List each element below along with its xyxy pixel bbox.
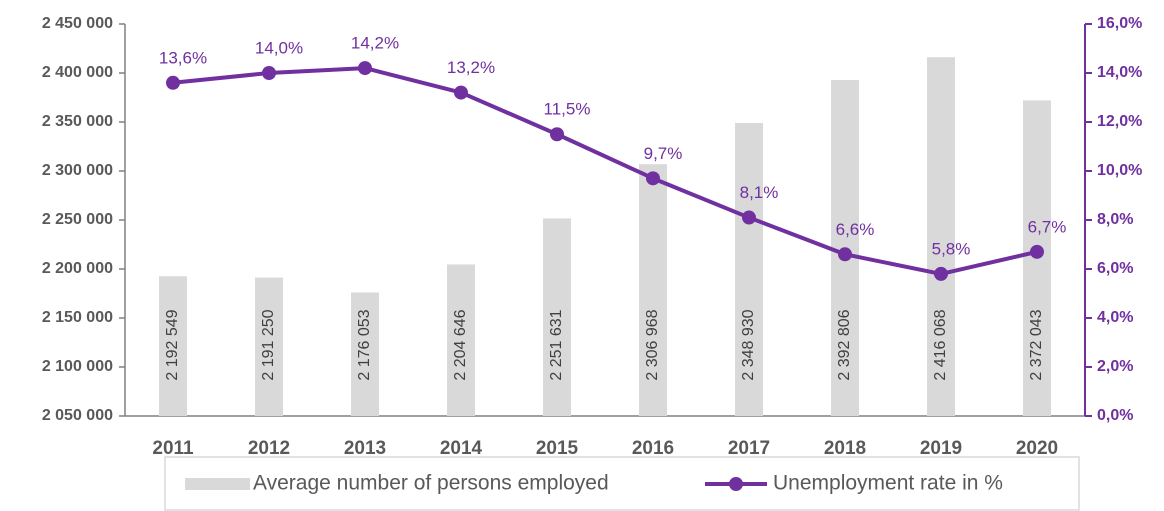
y-tick-label: 2 200 000: [42, 260, 113, 277]
line-value-label: 5,8%: [932, 239, 971, 258]
line-value-label: 13,2%: [447, 58, 495, 77]
y-tick-label: 2 250 000: [42, 211, 113, 228]
bar-value-label: 2 176 053: [356, 309, 373, 380]
line-value-label: 14,0%: [255, 38, 303, 57]
line-marker: [646, 171, 660, 186]
line-marker: [550, 127, 564, 142]
x-tick-label: 2012: [248, 438, 290, 459]
line-marker: [262, 66, 276, 80]
bar: [447, 264, 475, 416]
bar: [735, 123, 763, 417]
x-tick-label: 2018: [824, 438, 866, 459]
y2-tick-label: 6,0%: [1097, 260, 1133, 277]
legend-swatch: [185, 478, 250, 490]
y-tick-label: 2 300 000: [42, 162, 113, 179]
line-marker: [838, 247, 852, 262]
bar-value-label: 2 372 043: [1028, 309, 1045, 380]
y-tick-label: 2 450 000: [42, 15, 113, 32]
legend-box: [164, 456, 1080, 511]
bar: [543, 218, 571, 416]
line-value-label: 6,6%: [836, 220, 875, 239]
bar: [159, 276, 187, 416]
x-tick-label: 2017: [728, 438, 770, 459]
bar-value-label: 2 204 646: [452, 309, 469, 380]
y2-tick-label: 2,0%: [1097, 358, 1133, 375]
legend-label: Average number of persons employed: [253, 472, 609, 495]
bar-value-label: 2 192 549: [164, 309, 181, 380]
y2-tick-label: 0,0%: [1097, 407, 1133, 424]
line-value-label: 11,5%: [544, 100, 591, 119]
bar-value-label: 2 348 930: [740, 309, 757, 380]
y2-tick-label: 14,0%: [1097, 64, 1142, 81]
line-value-label: 9,7%: [644, 144, 683, 163]
bar: [255, 277, 283, 416]
line-marker: [454, 85, 468, 100]
line: [172, 66, 1038, 276]
bar-value-label: 2 416 068: [932, 309, 949, 380]
y-tick-label: 2 350 000: [42, 113, 113, 130]
bar: [639, 164, 667, 416]
line-value-label: 13,6%: [159, 48, 207, 67]
y-tick-label: 2 050 000: [42, 407, 113, 424]
x-tick-label: 2014: [440, 438, 483, 459]
x-tick-label: 2011: [152, 438, 194, 459]
bar-value-label: 2 191 250: [260, 309, 277, 380]
line-marker: [166, 75, 180, 90]
line-marker: [934, 266, 948, 281]
y2-tick-label: 12,0%: [1097, 113, 1142, 130]
bar-value-label: 2 306 968: [644, 309, 661, 380]
bar-value-label: 2 392 806: [836, 309, 853, 380]
bar: [351, 292, 379, 416]
bar: [927, 57, 955, 417]
x-tick-label: 2015: [536, 438, 579, 459]
y2-tick-label: 16,0%: [1097, 15, 1142, 32]
y-tick-label: 2 400 000: [42, 64, 113, 81]
y2-tick-label: 4,0%: [1097, 309, 1133, 326]
x-tick-label: 2016: [632, 438, 674, 459]
line-value-label: 6,7%: [1028, 217, 1067, 236]
x-tick-label: 2013: [344, 438, 386, 459]
y-tick-label: 2 150 000: [42, 309, 113, 326]
y2-tick-label: 8,0%: [1097, 211, 1133, 228]
x-tick-label: 2019: [920, 438, 962, 459]
line-value-label: 8,1%: [740, 183, 779, 202]
legend-marker: [729, 477, 743, 491]
x-tick-label: 2020: [1016, 438, 1058, 459]
y-tick-label: 2 100 000: [42, 358, 113, 375]
line-marker: [1030, 244, 1044, 259]
legend-label: Unemployment rate in %: [773, 472, 1003, 495]
bar-value-label: 2 251 631: [548, 309, 565, 380]
y2-tick-label: 10,0%: [1097, 162, 1142, 179]
line-value-label: 14,2%: [351, 34, 399, 53]
line-marker: [742, 210, 756, 225]
line-marker: [358, 61, 372, 76]
